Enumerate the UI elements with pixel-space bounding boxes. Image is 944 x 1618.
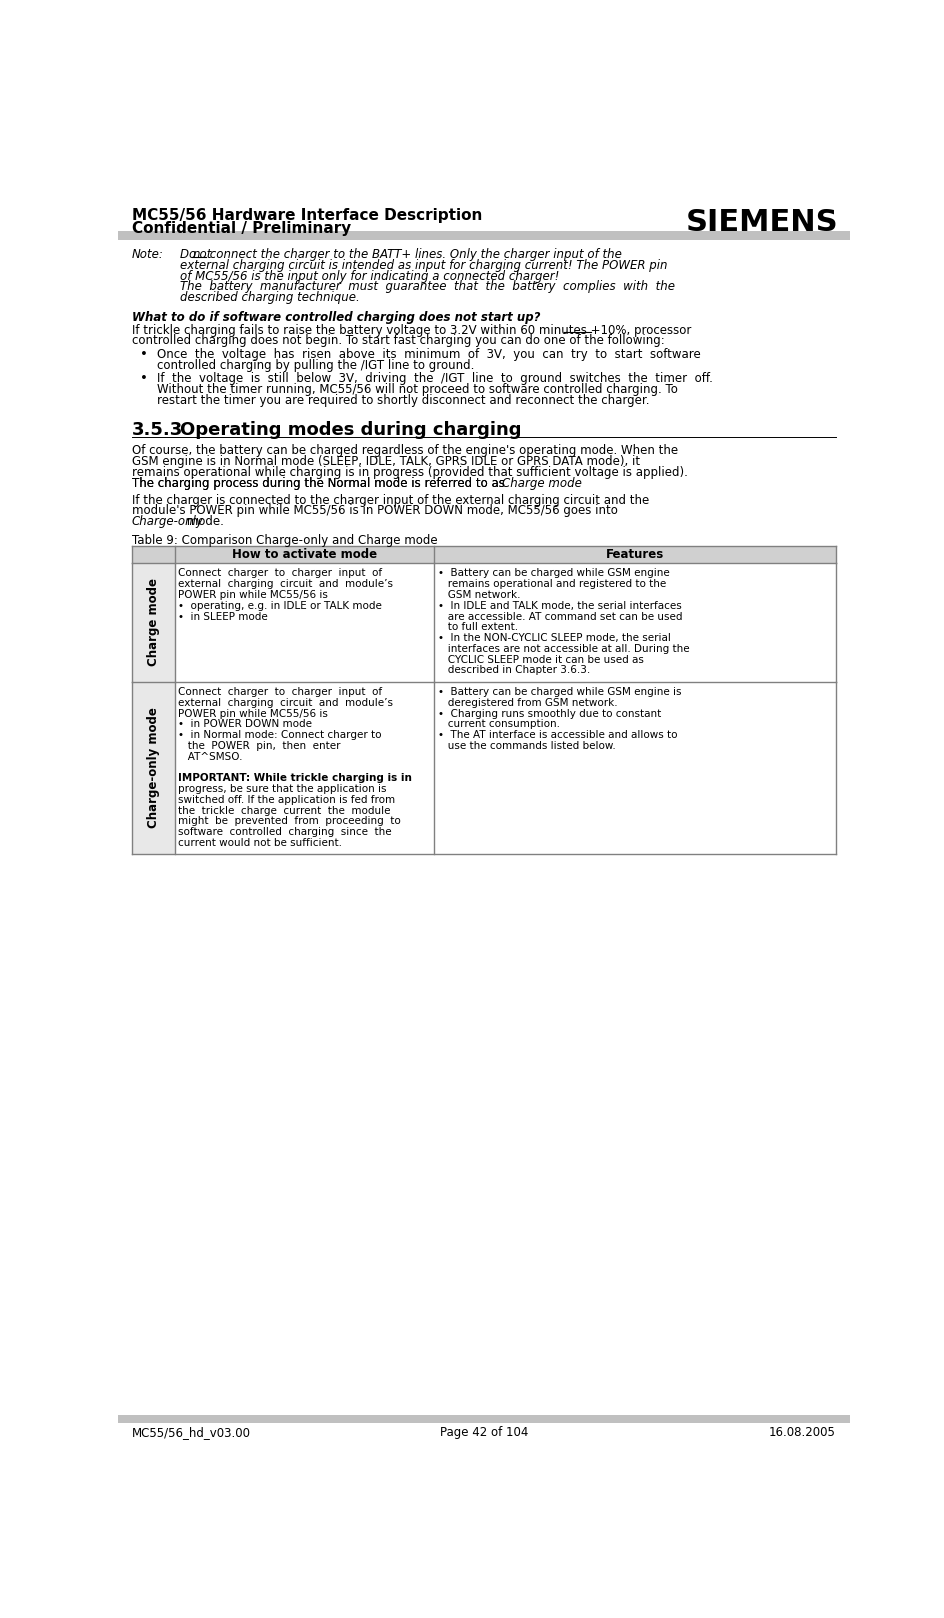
Text: POWER pin while MC55/56 is: POWER pin while MC55/56 is bbox=[178, 709, 329, 718]
Text: •  Charging runs smoothly due to constant: • Charging runs smoothly due to constant bbox=[438, 709, 662, 718]
Text: connect the charger to the BATT+ lines. Only the charger input of the: connect the charger to the BATT+ lines. … bbox=[207, 248, 622, 260]
Text: deregistered from GSM network.: deregistered from GSM network. bbox=[438, 697, 617, 707]
Text: described charging technique.: described charging technique. bbox=[180, 291, 360, 304]
Text: are accessible. AT command set can be used: are accessible. AT command set can be us… bbox=[438, 612, 683, 621]
Text: 16.08.2005: 16.08.2005 bbox=[768, 1425, 835, 1438]
Text: external charging circuit is intended as input for charging current! The POWER p: external charging circuit is intended as… bbox=[180, 259, 667, 272]
Text: •  operating, e.g. in IDLE or TALK mode: • operating, e.g. in IDLE or TALK mode bbox=[178, 600, 382, 610]
Text: controlled charging does not begin. To start fast charging you can do one of the: controlled charging does not begin. To s… bbox=[132, 335, 665, 348]
FancyBboxPatch shape bbox=[132, 563, 175, 681]
Text: module's POWER pin while MC55/56 is in POWER DOWN mode, MC55/56 goes into: module's POWER pin while MC55/56 is in P… bbox=[132, 505, 617, 518]
FancyBboxPatch shape bbox=[132, 681, 175, 854]
Text: remains operational while charging is in progress (provided that sufficient volt: remains operational while charging is in… bbox=[132, 466, 688, 479]
FancyBboxPatch shape bbox=[118, 231, 850, 241]
Text: •  in SLEEP mode: • in SLEEP mode bbox=[178, 612, 268, 621]
Text: Note:: Note: bbox=[132, 248, 164, 260]
Text: The  battery  manufacturer  must  guarantee  that  the  battery  complies  with : The battery manufacturer must guarantee … bbox=[180, 280, 675, 293]
Text: Do: Do bbox=[180, 248, 200, 260]
Text: Without the timer running, MC55/56 will not proceed to software controlled charg: Without the timer running, MC55/56 will … bbox=[157, 383, 678, 396]
Text: mode.: mode. bbox=[183, 515, 224, 527]
Text: Once  the  voltage  has  risen  above  its  minimum  of  3V,  you  can  try  to : Once the voltage has risen above its min… bbox=[157, 348, 700, 361]
Text: How to activate mode: How to activate mode bbox=[232, 549, 377, 561]
Text: •: • bbox=[140, 348, 147, 361]
Text: progress, be sure that the application is: progress, be sure that the application i… bbox=[178, 785, 387, 794]
Text: Connect  charger  to  charger  input  of: Connect charger to charger input of bbox=[178, 568, 382, 578]
Text: Charge mode: Charge mode bbox=[501, 477, 582, 490]
Text: restart the timer you are required to shortly disconnect and reconnect the charg: restart the timer you are required to sh… bbox=[157, 393, 649, 406]
Text: 3.5.3: 3.5.3 bbox=[132, 421, 183, 440]
Text: Confidential / Preliminary: Confidential / Preliminary bbox=[132, 222, 351, 236]
Text: Charge-only mode: Charge-only mode bbox=[146, 707, 160, 828]
Text: •  in Normal mode: Connect charger to: • in Normal mode: Connect charger to bbox=[178, 730, 382, 739]
Text: not: not bbox=[193, 248, 211, 260]
Text: CYCLIC SLEEP mode it can be used as: CYCLIC SLEEP mode it can be used as bbox=[438, 655, 644, 665]
Text: The charging process during the Normal mode is referred to as: The charging process during the Normal m… bbox=[132, 477, 509, 490]
Text: software  controlled  charging  since  the: software controlled charging since the bbox=[178, 827, 392, 837]
Text: Connect  charger  to  charger  input  of: Connect charger to charger input of bbox=[178, 688, 382, 697]
Text: If the charger is connected to the charger input of the external charging circui: If the charger is connected to the charg… bbox=[132, 493, 649, 506]
Text: •  The AT interface is accessible and allows to: • The AT interface is accessible and all… bbox=[438, 730, 678, 739]
Text: Charge-only: Charge-only bbox=[132, 515, 204, 527]
Text: If  the  voltage  is  still  below  3V,  driving  the  /IGT  line  to  ground  s: If the voltage is still below 3V, drivin… bbox=[157, 372, 713, 385]
Text: Features: Features bbox=[606, 549, 664, 561]
Text: controlled charging by pulling the /IGT line to ground.: controlled charging by pulling the /IGT … bbox=[157, 359, 474, 372]
Text: GSM network.: GSM network. bbox=[438, 591, 520, 600]
Text: MC55/56_hd_v03.00: MC55/56_hd_v03.00 bbox=[132, 1425, 251, 1438]
Text: Table 9: Comparison Charge-only and Charge mode: Table 9: Comparison Charge-only and Char… bbox=[132, 534, 438, 547]
Text: external  charging  circuit  and  module’s: external charging circuit and module’s bbox=[178, 697, 394, 707]
FancyBboxPatch shape bbox=[118, 1416, 850, 1424]
Text: •  in POWER DOWN mode: • in POWER DOWN mode bbox=[178, 720, 312, 730]
Text: use the commands listed below.: use the commands listed below. bbox=[438, 741, 615, 751]
Text: •: • bbox=[140, 372, 147, 385]
Text: If trickle charging fails to raise the battery voltage to 3.2V within 60 minutes: If trickle charging fails to raise the b… bbox=[132, 324, 691, 337]
Text: might  be  prevented  from  proceeding  to: might be prevented from proceeding to bbox=[178, 817, 401, 827]
Text: Of course, the battery can be charged regardless of the engine's operating mode.: Of course, the battery can be charged re… bbox=[132, 445, 678, 458]
Text: IMPORTANT: While trickle charging is in: IMPORTANT: While trickle charging is in bbox=[178, 773, 413, 783]
Text: •  In IDLE and TALK mode, the serial interfaces: • In IDLE and TALK mode, the serial inte… bbox=[438, 600, 682, 610]
Text: to full extent.: to full extent. bbox=[438, 623, 518, 633]
Text: the  POWER  pin,  then  enter: the POWER pin, then enter bbox=[178, 741, 341, 751]
Text: external  charging  circuit  and  module’s: external charging circuit and module’s bbox=[178, 579, 394, 589]
Text: The charging process during the Normal mode is referred to as: The charging process during the Normal m… bbox=[132, 477, 509, 490]
Text: •  Battery can be charged while GSM engine: • Battery can be charged while GSM engin… bbox=[438, 568, 670, 578]
FancyBboxPatch shape bbox=[132, 545, 835, 563]
Text: interfaces are not accessible at all. During the: interfaces are not accessible at all. Du… bbox=[438, 644, 690, 654]
Text: Operating modes during charging: Operating modes during charging bbox=[180, 421, 521, 440]
Text: current consumption.: current consumption. bbox=[438, 720, 560, 730]
Text: SIEMENS: SIEMENS bbox=[686, 209, 839, 236]
Text: What to do if software controlled charging does not start up?: What to do if software controlled chargi… bbox=[132, 311, 541, 324]
Text: POWER pin while MC55/56 is: POWER pin while MC55/56 is bbox=[178, 591, 329, 600]
Text: current would not be sufficient.: current would not be sufficient. bbox=[178, 838, 343, 848]
Text: AT^SMSO.: AT^SMSO. bbox=[178, 752, 243, 762]
Text: the  trickle  charge  current  the  module: the trickle charge current the module bbox=[178, 806, 391, 815]
Text: Page 42 of 104: Page 42 of 104 bbox=[440, 1425, 528, 1438]
Text: •  In the NON-CYCLIC SLEEP mode, the serial: • In the NON-CYCLIC SLEEP mode, the seri… bbox=[438, 633, 671, 642]
Text: .: . bbox=[551, 477, 555, 490]
Text: described in Chapter 3.6.3.: described in Chapter 3.6.3. bbox=[438, 665, 590, 675]
Text: •  Battery can be charged while GSM engine is: • Battery can be charged while GSM engin… bbox=[438, 688, 682, 697]
Text: MC55/56 Hardware Interface Description: MC55/56 Hardware Interface Description bbox=[132, 209, 482, 223]
Text: of MC55/56 is the input only for indicating a connected charger!: of MC55/56 is the input only for indicat… bbox=[180, 270, 560, 283]
Text: remains operational and registered to the: remains operational and registered to th… bbox=[438, 579, 666, 589]
Text: switched off. If the application is fed from: switched off. If the application is fed … bbox=[178, 794, 396, 804]
Text: Charge mode: Charge mode bbox=[146, 578, 160, 667]
Text: GSM engine is in Normal mode (SLEEP, IDLE, TALK, GPRS IDLE or GPRS DATA mode), i: GSM engine is in Normal mode (SLEEP, IDL… bbox=[132, 455, 640, 468]
